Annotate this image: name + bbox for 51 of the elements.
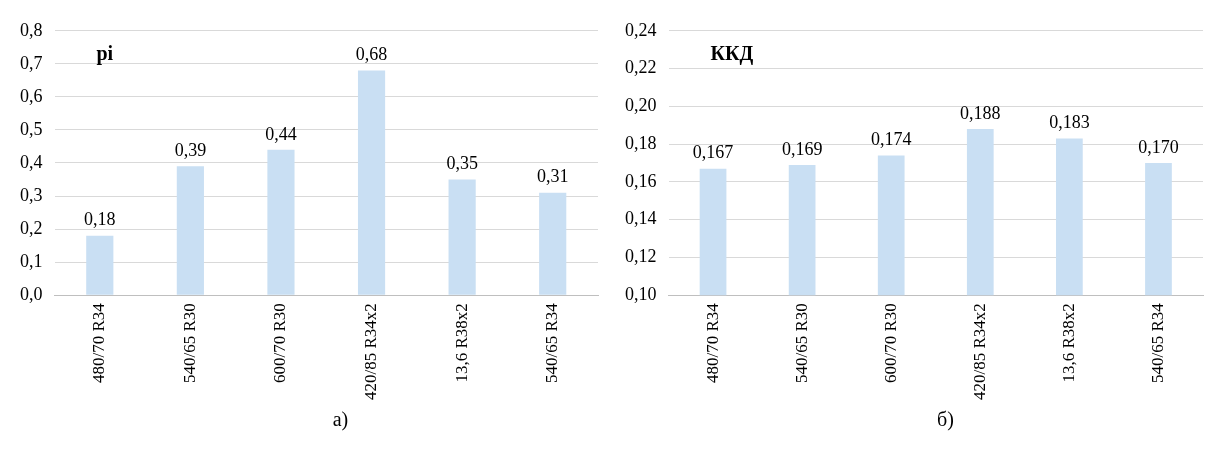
y-tick-label: 0,14 — [625, 208, 657, 229]
x-tick-label: 420/85 R34x2 — [969, 303, 989, 400]
bar — [357, 70, 386, 295]
x-tick-label: 480/70 R34 — [702, 302, 722, 383]
y-tick-label: 0,0 — [20, 283, 43, 304]
x-tick-label: 540/65 R30 — [179, 303, 199, 383]
x-tick-label: 420/85 R34x2 — [361, 303, 381, 400]
y-tick-label: 0,5 — [20, 118, 43, 139]
x-tick-label: 480/70 R34 — [89, 302, 109, 383]
data-label: 0,35 — [446, 153, 478, 174]
y-tick-label: 0,2 — [20, 217, 43, 238]
y-tick-label: 0,10 — [625, 283, 657, 304]
data-label: 0,174 — [870, 129, 912, 150]
text: б) — [936, 408, 955, 431]
data-label: 0,44 — [265, 123, 297, 144]
data-label: 0,169 — [781, 138, 823, 159]
x-tick-label: 540/65 R30 — [791, 303, 811, 383]
bar — [448, 179, 476, 295]
bar — [267, 149, 295, 295]
text: pi — [96, 41, 114, 65]
data-label: 0,167 — [692, 142, 734, 163]
x-tick-label: 600/70 R30 — [270, 303, 290, 383]
y-tick-label: 0,22 — [625, 57, 657, 78]
x-tick-label: 600/70 R30 — [880, 303, 900, 383]
y-tick-label: 0,24 — [625, 19, 657, 40]
x-tick-label: 13,6 R38x2 — [1058, 303, 1078, 383]
data-label: 0,31 — [536, 166, 569, 187]
data-label: 0,170 — [1138, 136, 1179, 157]
y-tick-label: 0,20 — [625, 95, 657, 116]
text: а) — [331, 408, 350, 431]
x-tick-label: 540/65 R34 — [542, 302, 562, 383]
x-tick-label: 540/65 R34 — [1147, 302, 1167, 383]
x-tick-label: 13,6 R38x2 — [451, 303, 471, 383]
data-label: 0,39 — [174, 140, 207, 161]
y-tick-label: 0,12 — [625, 246, 657, 267]
y-tick-label: 0,18 — [625, 132, 657, 153]
y-tick-label: 0,16 — [625, 170, 657, 191]
bar — [86, 235, 114, 295]
data-label: 0,18 — [84, 209, 116, 230]
bar — [176, 166, 204, 295]
y-tick-label: 0,1 — [20, 250, 43, 271]
y-tick-label: 0,8 — [20, 19, 43, 40]
y-tick-label: 0,6 — [20, 85, 43, 106]
y-tick-label: 0,3 — [20, 184, 43, 205]
text: ККД — [710, 41, 754, 65]
data-label: 0,68 — [355, 44, 388, 65]
y-tick-label: 0,7 — [20, 52, 43, 73]
y-tick-label: 0,4 — [20, 151, 43, 172]
data-label: 0,188 — [960, 102, 1001, 123]
bar — [539, 192, 567, 295]
data-label: 0,183 — [1049, 112, 1090, 133]
